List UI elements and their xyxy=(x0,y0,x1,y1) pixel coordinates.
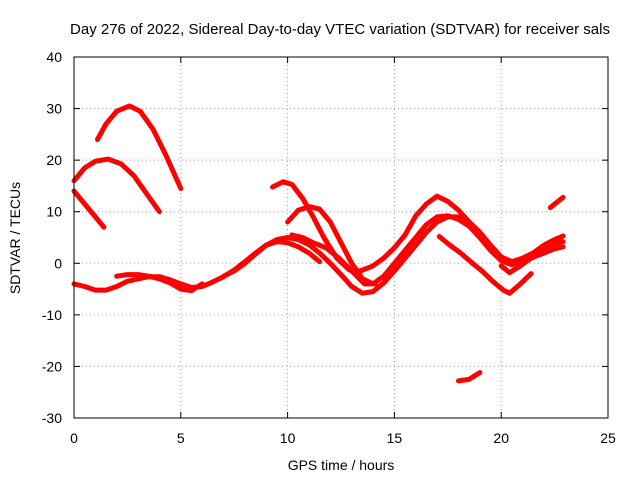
y-tick-label: -10 xyxy=(42,307,62,323)
y-tick-label: 10 xyxy=(46,204,62,220)
series-arc-10 xyxy=(436,234,534,296)
grid xyxy=(74,57,608,418)
x-tick-label: 25 xyxy=(600,430,616,446)
x-tick-label: 5 xyxy=(177,430,185,446)
series-arc-2 xyxy=(71,156,162,215)
x-tick-label: 15 xyxy=(387,430,403,446)
x-tick-label: 10 xyxy=(280,430,296,446)
series-layer xyxy=(71,103,566,384)
plot-frame xyxy=(73,56,609,419)
ticks xyxy=(73,56,609,419)
y-tick-label: 30 xyxy=(46,101,62,117)
x-tick-label: 20 xyxy=(493,430,509,446)
series-arc-7 xyxy=(270,179,566,274)
y-tick-label: 40 xyxy=(46,49,62,65)
series-arc-4 xyxy=(71,239,323,293)
chart-title: Day 276 of 2022, Sidereal Day-to-day VTE… xyxy=(70,21,610,38)
series-arc-12 xyxy=(456,370,483,384)
series-arc-1 xyxy=(95,103,184,191)
y-tick-label: -30 xyxy=(42,410,62,426)
x-axis-label: GPS time / hours xyxy=(288,457,395,473)
tick-labels: 0 5 10 15 20 25 -30 -20 -10 0 10 20 30 40 xyxy=(42,49,616,446)
series-arc-9 xyxy=(289,232,378,287)
y-axis-label: SDTVAR / TECUs xyxy=(7,182,23,294)
y-tick-label: 0 xyxy=(54,255,62,271)
series-arc-3 xyxy=(71,188,107,230)
y-tick-label: 20 xyxy=(46,152,62,168)
series-arc-5 xyxy=(114,272,205,294)
series-arc-13 xyxy=(547,194,566,211)
series-arc-11 xyxy=(498,244,566,276)
x-tick-label: 0 xyxy=(70,430,78,446)
y-tick-label: -20 xyxy=(42,358,62,374)
series-arc-8 xyxy=(285,204,566,287)
